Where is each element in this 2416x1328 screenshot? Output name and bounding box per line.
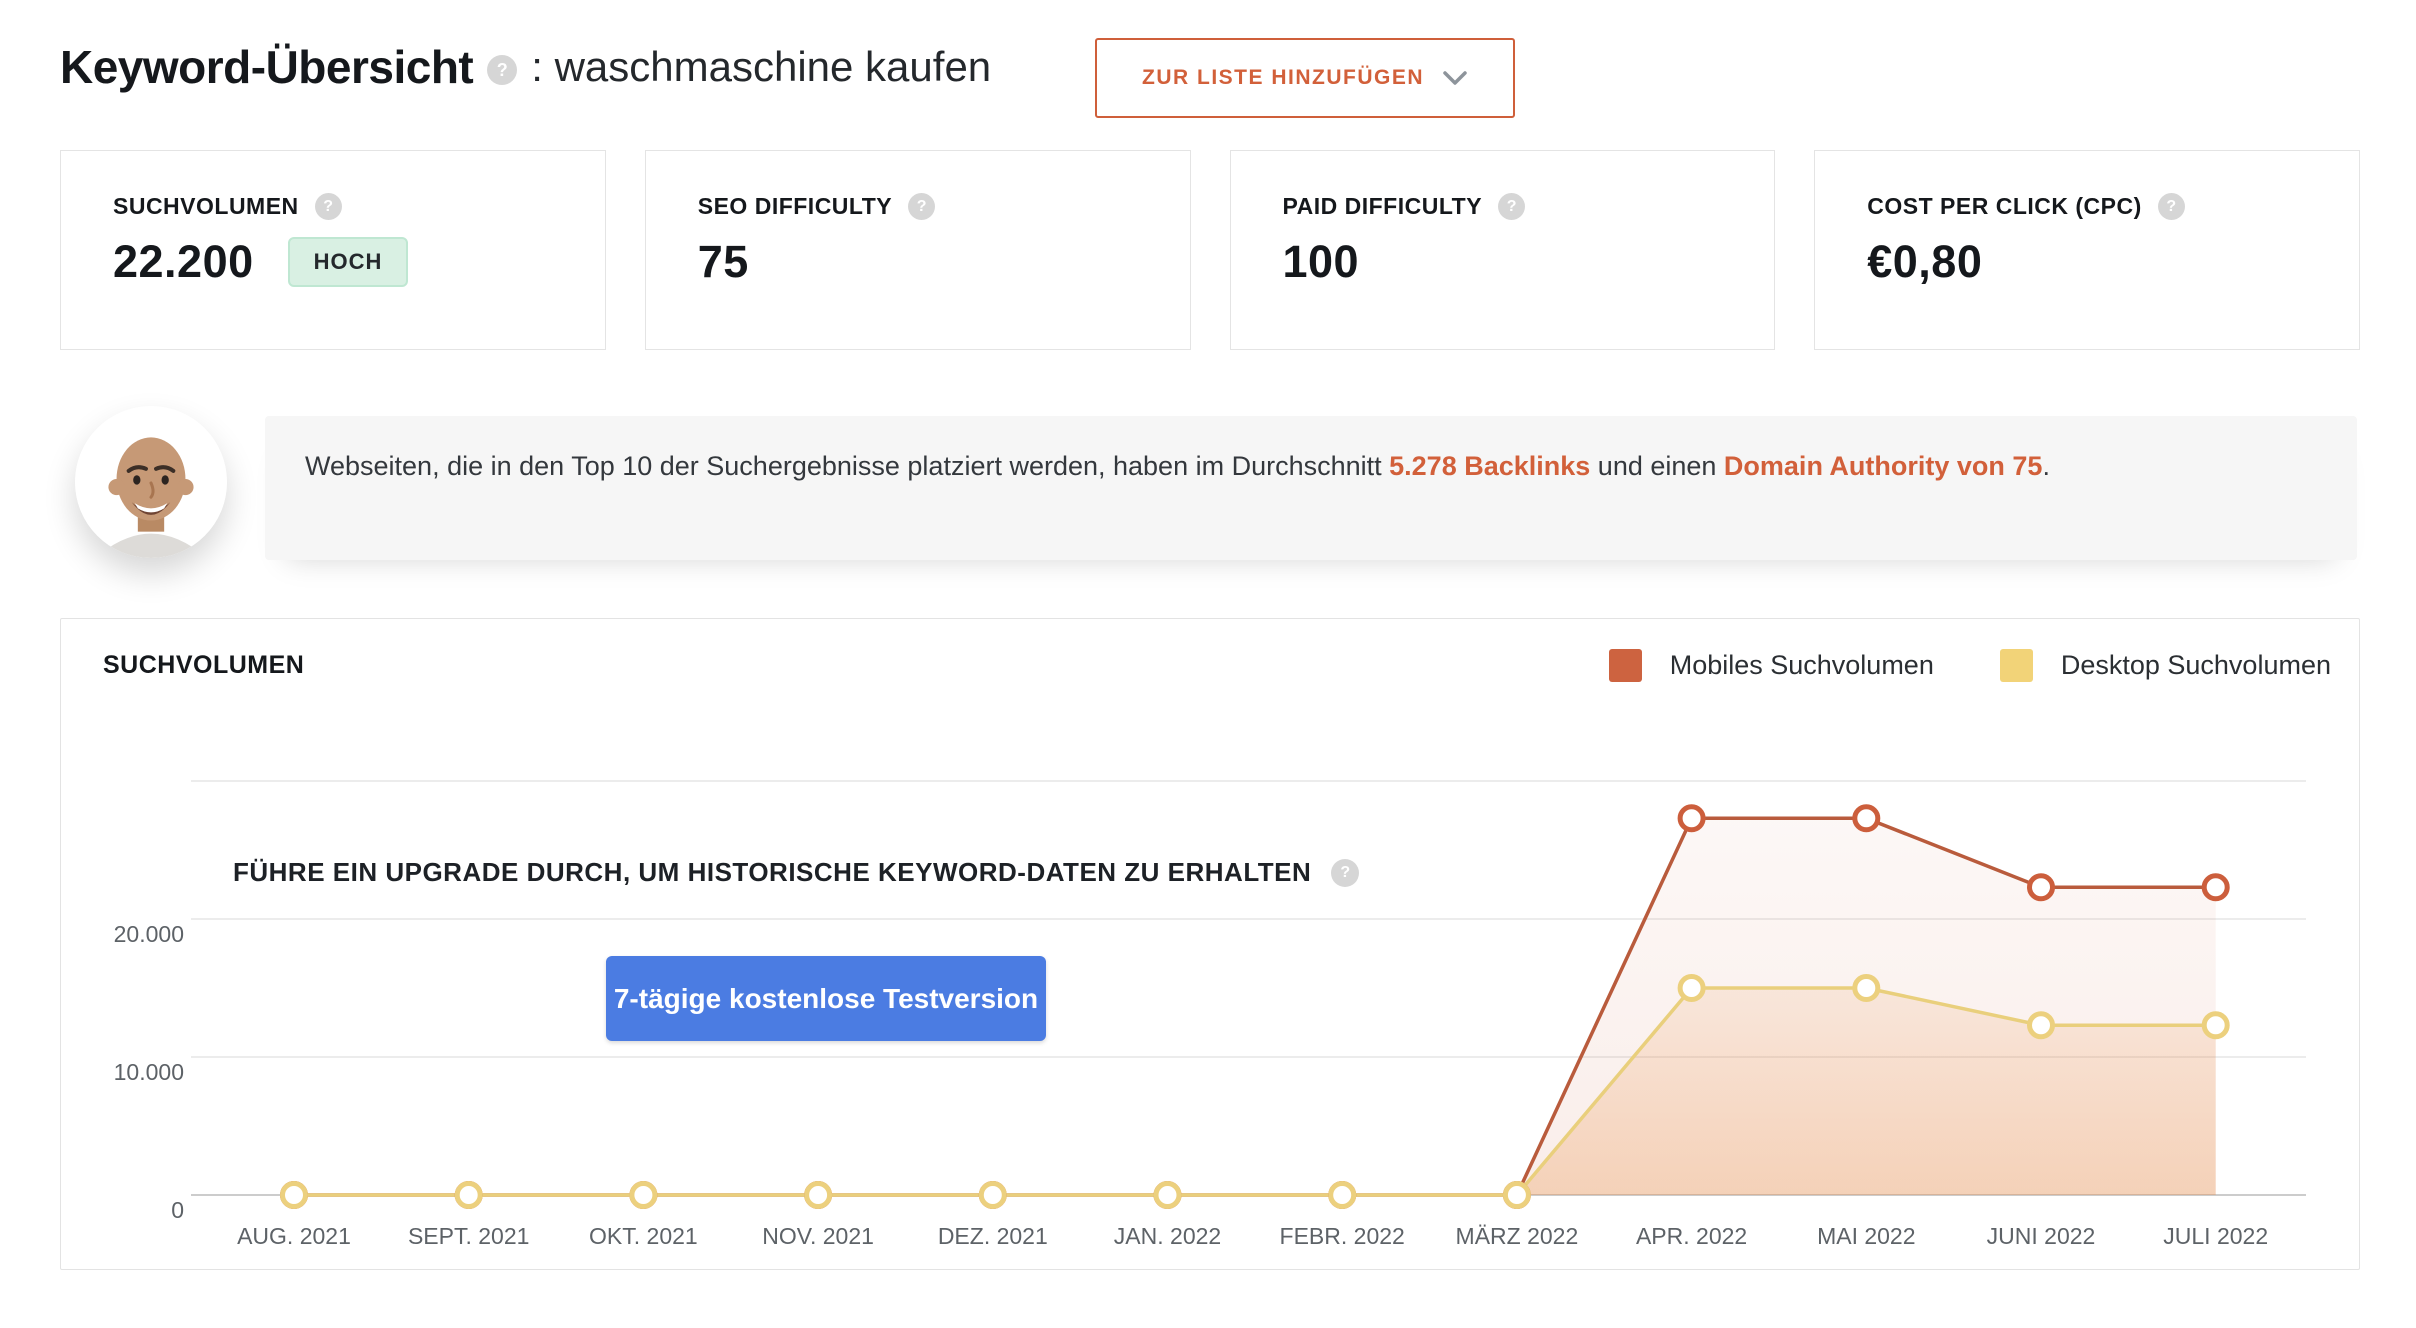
desktop-series-swatch-icon — [1999, 649, 2033, 682]
card-cpc: COST PER CLICK (CPC) ? €0,80 — [1814, 150, 2360, 350]
card-label: COST PER CLICK (CPC) — [1867, 193, 2142, 219]
advisor-avatar — [75, 406, 227, 558]
avatar-illustration — [75, 406, 227, 558]
x-axis-label: JUNI 2022 — [1987, 1223, 2096, 1249]
advisor-tip-text: Webseiten, die in den Top 10 der Sucherg… — [305, 446, 2295, 486]
data-point-marker[interactable] — [978, 1181, 1007, 1209]
advisor-tip-box: Webseiten, die in den Top 10 der Sucherg… — [265, 416, 2357, 560]
tip-text-before: Webseiten, die in den Top 10 der Sucherg… — [305, 451, 1390, 481]
y-axis-label: 10.000 — [114, 1059, 184, 1085]
free-trial-button[interactable]: 7-tägige kostenlose Testversion — [606, 956, 1046, 1041]
upgrade-headline: FÜHRE EIN UPGRADE DURCH, UM HISTORISCHE … — [233, 857, 1312, 887]
legend-label: Mobiles Suchvolumen — [1669, 650, 1934, 680]
series-line-1 — [294, 986, 2216, 1197]
x-axis-label: FEBR. 2022 — [1280, 1223, 1405, 1249]
metric-cards: SUCHVOLUMEN ? 22.200 HOCH SEO DIFFICULTY… — [60, 150, 2360, 350]
data-point-marker[interactable] — [2201, 1011, 2230, 1040]
data-point-marker[interactable] — [1852, 804, 1881, 833]
data-point-marker[interactable] — [629, 1181, 658, 1209]
card-seo-difficulty: SEO DIFFICULTY ? 75 — [644, 150, 1191, 350]
data-point-marker[interactable] — [1328, 1181, 1357, 1209]
chevron-down-icon — [1443, 71, 1467, 85]
card-label: PAID DIFFICULTY — [1282, 193, 1483, 219]
backlinks-link[interactable]: 5.278 Backlinks — [1389, 451, 1591, 481]
legend-item-mobile[interactable]: Mobiles Suchvolumen — [1608, 649, 1934, 682]
card-label: SEO DIFFICULTY — [697, 193, 893, 219]
mobile-series-swatch-icon — [1608, 649, 1642, 682]
legend-label: Desktop Suchvolumen — [2060, 650, 2331, 680]
volume-level-badge: HOCH — [287, 237, 409, 287]
data-point-marker[interactable] — [1153, 1181, 1182, 1209]
domain-authority-link[interactable]: Domain Authority von 75 — [1723, 451, 2043, 481]
data-point-marker[interactable] — [1677, 974, 1706, 1002]
page-header: Keyword-Übersicht ? : waschmaschine kauf… — [60, 38, 2360, 130]
search-volume-chart-panel: 0 10.000 20.000 AUG. 2021 SEPT. 2021 OKT. 202… — [60, 618, 2360, 1270]
x-axis-label: MÄRZ 2022 — [1456, 1223, 1579, 1249]
help-icon[interactable]: ? — [1498, 193, 1526, 220]
card-value: 75 — [697, 236, 749, 287]
x-axis-label: APR. 2022 — [1636, 1223, 1747, 1249]
add-to-list-button[interactable]: ZUR LISTE HINZUFÜGEN — [1095, 38, 1515, 118]
legend-item-desktop[interactable]: Desktop Suchvolumen — [1999, 649, 2331, 682]
series-area-1 — [294, 988, 2216, 1195]
help-icon[interactable]: ? — [908, 193, 936, 220]
data-point-marker[interactable] — [1852, 974, 1881, 1002]
y-axis-label: 0 — [171, 1197, 184, 1223]
card-search-volume: SUCHVOLUMEN ? 22.200 HOCH — [60, 150, 606, 350]
x-axis-label: DEZ. 2021 — [938, 1223, 1048, 1249]
help-icon[interactable]: ? — [314, 193, 342, 220]
chart-title: SUCHVOLUMEN — [103, 651, 305, 679]
help-icon[interactable]: ? — [487, 55, 518, 85]
card-value: 100 — [1282, 236, 1360, 287]
upgrade-callout: FÜHRE EIN UPGRADE DURCH, UM HISTORISCHE … — [233, 857, 1360, 888]
x-axis-label: JAN. 2022 — [1114, 1223, 1221, 1249]
x-axis-label: AUG. 2021 — [237, 1223, 351, 1249]
keyword-text: : waschmaschine kaufen — [531, 43, 992, 90]
x-axis-label: OKT. 2021 — [589, 1223, 698, 1249]
data-point-marker[interactable] — [1677, 804, 1706, 833]
card-value: 22.200 — [113, 236, 254, 287]
help-icon[interactable]: ? — [1331, 858, 1360, 887]
add-to-list-label: ZUR LISTE HINZUFÜGEN — [1142, 66, 1424, 89]
card-paid-difficulty: PAID DIFFICULTY ? 100 — [1229, 150, 1776, 350]
x-axis-label: MAI 2022 — [1817, 1223, 1915, 1249]
data-point-marker[interactable] — [1502, 1181, 1531, 1209]
card-value: €0,80 — [1867, 236, 1983, 287]
data-point-marker[interactable] — [454, 1181, 483, 1209]
tip-text-middle: und einen — [1590, 451, 1724, 481]
data-point-marker[interactable] — [2201, 873, 2230, 902]
tip-text-after: . — [2042, 451, 2050, 481]
x-axis-label: NOV. 2021 — [762, 1223, 874, 1249]
x-axis-label: SEPT. 2021 — [408, 1223, 529, 1249]
title-row: Keyword-Übersicht ? : waschmaschine kauf… — [60, 40, 2360, 94]
y-axis-label: 20.000 — [114, 921, 184, 947]
data-point-marker[interactable] — [280, 1181, 308, 1209]
page-title: Keyword-Übersicht — [60, 41, 474, 93]
card-label: SUCHVOLUMEN — [113, 193, 299, 219]
search-volume-chart[interactable]: 0 10.000 20.000 AUG. 2021 SEPT. 2021 OKT. 202… — [61, 619, 2361, 1271]
help-icon[interactable]: ? — [2157, 193, 2185, 220]
data-point-marker[interactable] — [804, 1181, 833, 1209]
chart-legend: Mobiles Suchvolumen Desktop Suchvolumen — [1608, 649, 2331, 682]
data-point-marker[interactable] — [2027, 873, 2055, 902]
x-axis-label: JULI 2022 — [2163, 1223, 2268, 1249]
data-point-marker[interactable] — [2027, 1011, 2055, 1040]
